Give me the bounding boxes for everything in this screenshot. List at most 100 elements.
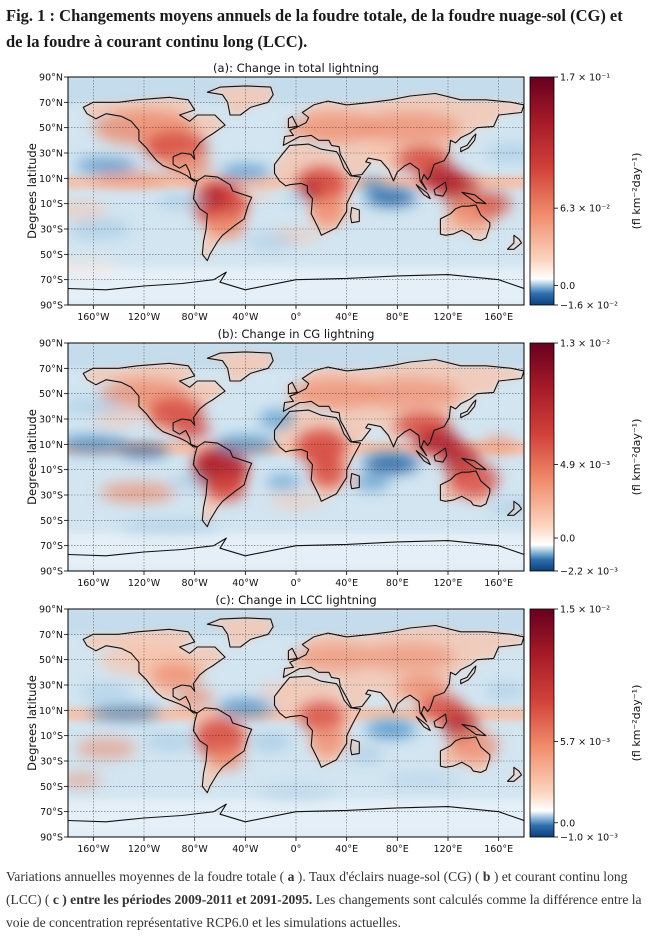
y-tick-label: 10°N bbox=[39, 706, 63, 717]
anomaly-blob bbox=[363, 453, 419, 474]
x-tick-label: 80°W bbox=[182, 312, 209, 323]
colorbar-tick-label: 0.0 bbox=[560, 281, 575, 292]
y-tick-label: 70°N bbox=[39, 364, 63, 375]
anomaly-blob bbox=[309, 194, 346, 226]
y-tick-label: 50°S bbox=[40, 250, 63, 261]
anomaly-blob bbox=[150, 662, 202, 688]
anomaly-blob bbox=[365, 188, 417, 207]
anomaly-blob bbox=[298, 701, 345, 732]
anomaly-blob bbox=[207, 476, 246, 502]
anomaly-blob bbox=[259, 683, 295, 699]
anomaly-blob bbox=[394, 146, 451, 172]
y-tick-label: 30°N bbox=[39, 149, 63, 160]
coastline-newZealand bbox=[506, 234, 523, 250]
coastline-eurasia bbox=[282, 92, 524, 191]
coastline-eurasia bbox=[282, 358, 524, 457]
anomaly-blob bbox=[486, 144, 524, 162]
coastline-madagascar bbox=[349, 472, 360, 490]
coastline-antarctica bbox=[68, 271, 524, 291]
panel-b: (b): Change in CG lightning 90°N 70°N 50°N 3… bbox=[25, 327, 643, 589]
y-tick-label: 50°S bbox=[40, 516, 63, 527]
land-tint-greenland bbox=[207, 351, 274, 381]
coastline-southAmerica bbox=[192, 707, 253, 794]
y-axis-label: Degrees latitude bbox=[25, 675, 39, 771]
coastline-uk bbox=[287, 647, 298, 661]
x-tick-label: 120°W bbox=[128, 844, 161, 855]
x-tick-label: 120°E bbox=[434, 312, 463, 323]
caption-text-3: ) et courant continu long (LCC) ( bbox=[6, 869, 628, 907]
anomaly-blob bbox=[448, 462, 499, 498]
coastline-southAmerica bbox=[192, 175, 253, 262]
caption-text-4: Les changements sont calculés comme la d… bbox=[6, 892, 642, 930]
anomaly-blob bbox=[364, 643, 456, 672]
colorbar-tick-label: 1.3 × 10⁻² bbox=[560, 339, 610, 350]
figure-caption: Variations annuelles moyennes de la foud… bbox=[6, 865, 663, 934]
y-tick-label: 30°N bbox=[39, 681, 63, 692]
anomaly-blob bbox=[118, 519, 220, 535]
anomaly-blob bbox=[259, 410, 295, 428]
anomaly-blob bbox=[207, 213, 246, 240]
anomaly-blob bbox=[484, 683, 524, 699]
coastlines bbox=[68, 617, 524, 823]
coastline-africa bbox=[273, 409, 362, 502]
x-tick-label: 160°W bbox=[77, 578, 110, 589]
x-tick-label: 40°W bbox=[232, 578, 259, 589]
caption-bold-c: c ) entre les périodes 2009-2011 et 2091… bbox=[49, 892, 313, 907]
coastline-eurasia bbox=[282, 624, 524, 723]
land-tint-sumatra bbox=[416, 184, 431, 199]
y-tick-label: 30°N bbox=[39, 415, 63, 426]
anomaly-blob bbox=[250, 733, 291, 751]
coastline-newGuinea bbox=[461, 457, 487, 471]
anomaly-blob bbox=[354, 474, 390, 490]
anomaly-blob bbox=[68, 398, 124, 414]
x-tick-label: 80°E bbox=[386, 312, 409, 323]
coastline-sumatra bbox=[415, 450, 431, 466]
y-tick-label: 90°S bbox=[40, 833, 63, 844]
land-tint-madagascar bbox=[350, 207, 360, 223]
gridlines bbox=[68, 77, 524, 305]
anomaly-blob bbox=[242, 183, 274, 199]
y-tick-label: 70°N bbox=[39, 630, 63, 641]
map-field bbox=[68, 77, 524, 305]
colorbar-tick-label: 0.0 bbox=[560, 818, 575, 829]
colorbar-tick-label: −1.0 × 10⁻³ bbox=[560, 833, 618, 844]
x-tick-label: 40°E bbox=[335, 844, 358, 855]
y-tick-label: 50°S bbox=[40, 782, 63, 793]
anomaly-blob bbox=[309, 725, 346, 756]
x-tick-label: 0° bbox=[291, 312, 302, 323]
coastline-australia bbox=[439, 736, 491, 773]
coastline-australia bbox=[439, 204, 491, 241]
anomaly-blob bbox=[365, 720, 417, 739]
y-tick-label: 70°N bbox=[39, 98, 63, 109]
anomaly-blob bbox=[448, 729, 499, 763]
x-tick-label: 120°E bbox=[434, 578, 463, 589]
map-field bbox=[68, 343, 524, 571]
panel-title: (a): Change in total lightning bbox=[213, 61, 379, 75]
y-tick-label: 70°S bbox=[40, 807, 63, 818]
land-tint-sumatra bbox=[416, 716, 431, 731]
anomaly-blob bbox=[220, 164, 271, 180]
anomaly-blob bbox=[68, 259, 119, 275]
x-tick-label: 80°E bbox=[386, 578, 409, 589]
coastline-greenland bbox=[206, 351, 274, 382]
coastline-uk bbox=[287, 381, 298, 395]
x-tick-label: 40°W bbox=[232, 844, 259, 855]
land-tint-sumatra bbox=[416, 450, 431, 465]
colorbar-tick-label: −2.2 × 10⁻³ bbox=[560, 567, 618, 578]
y-tick-label: 90°N bbox=[39, 73, 63, 84]
coastline-newGuinea bbox=[461, 723, 487, 737]
colorbar-tick-label: 1.7 × 10⁻¹ bbox=[560, 73, 610, 84]
y-tick-label: 30°S bbox=[40, 757, 63, 768]
coastline-northAmerica bbox=[82, 96, 226, 182]
anomaly-blob bbox=[80, 683, 132, 699]
y-tick-label: 90°S bbox=[40, 301, 63, 312]
colorbar-label: (fl km⁻²day⁻¹) bbox=[630, 419, 643, 496]
figure-title-line-1: Fig. 1 : Changements moyens annuels de l… bbox=[6, 6, 623, 25]
x-tick-label: 160°W bbox=[77, 312, 110, 323]
coastline-sumatra bbox=[415, 184, 431, 200]
anomaly-blob bbox=[384, 773, 461, 787]
figure-title: Fig. 1 : Changements moyens annuels de l… bbox=[6, 3, 661, 55]
coastline-japan bbox=[460, 665, 477, 685]
coastline-antarctica bbox=[68, 803, 524, 823]
anomaly-blob bbox=[75, 158, 137, 174]
